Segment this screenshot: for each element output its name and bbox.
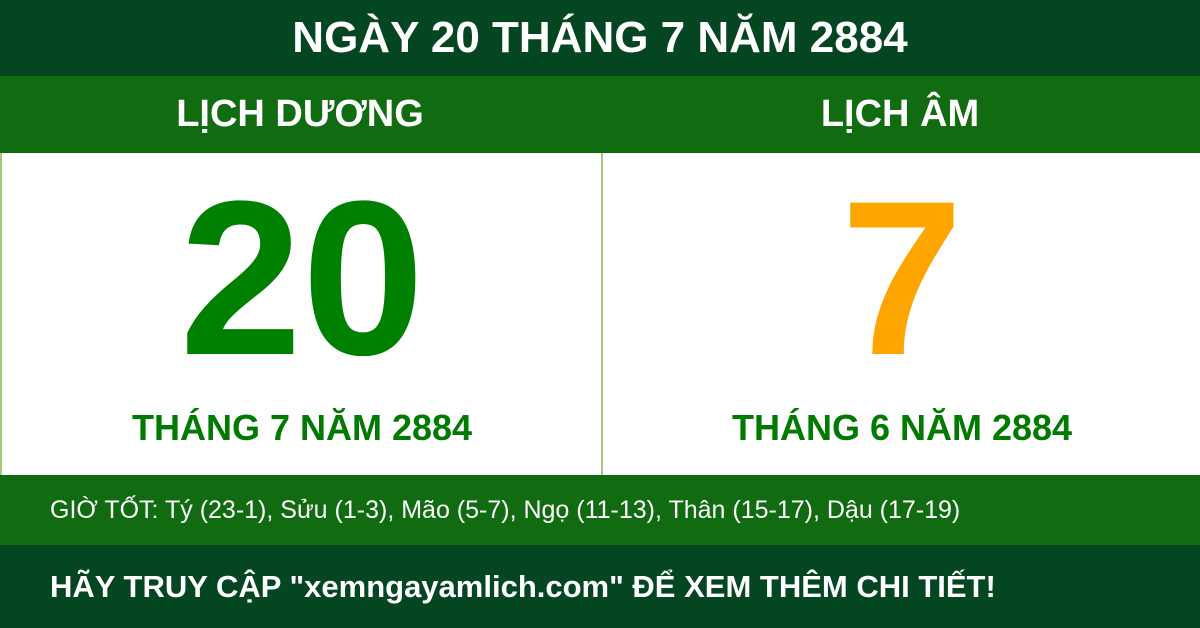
solar-month-year: THÁNG 7 NĂM 2884	[131, 407, 473, 448]
lunar-label: LỊCH ÂM	[820, 93, 980, 135]
solar-day: 20	[179, 155, 425, 401]
column-divider	[601, 153, 603, 475]
lunar-day: 7	[840, 155, 964, 401]
good-hours: GIỜ TỐT: Tý (23-1), Sửu (1-3), Mão (5-7)…	[0, 475, 1200, 545]
calendar-headers: LỊCH DƯƠNG LỊCH ÂM	[0, 76, 1200, 153]
lunar-month-year: THÁNG 6 NĂM 2884	[731, 407, 1073, 448]
lunar-column: 7 THÁNG 6 NĂM 2884	[602, 153, 1200, 475]
calendar-panel: 20 THÁNG 7 NĂM 2884 7 THÁNG 6 NĂM 2884	[0, 153, 1200, 475]
footer-cta: HÃY TRUY CẬP "xemngayamlich.com" ĐỂ XEM …	[0, 545, 1200, 628]
page-title: NGÀY 20 THÁNG 7 NĂM 2884	[0, 0, 1200, 76]
solar-label: LỊCH DƯƠNG	[176, 93, 424, 135]
solar-column: 20 THÁNG 7 NĂM 2884	[2, 153, 602, 475]
